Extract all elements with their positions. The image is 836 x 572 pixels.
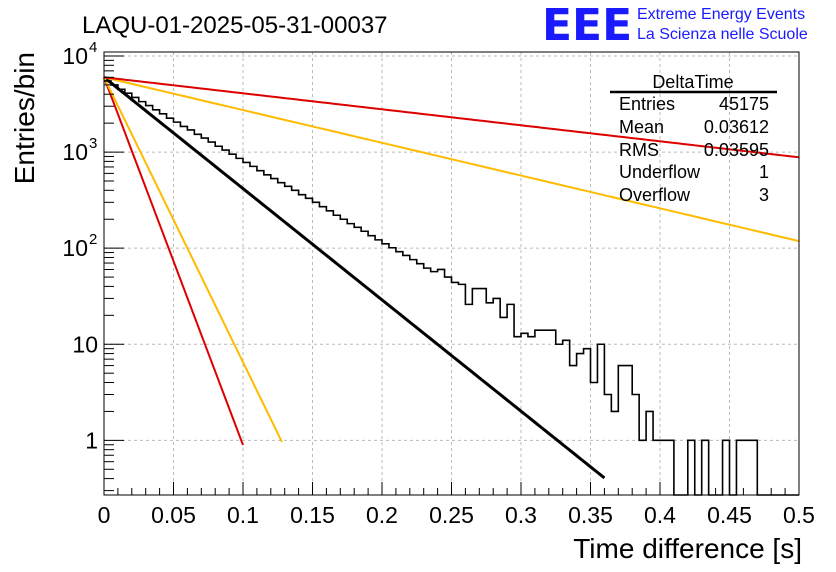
stats-value: 3 [759,185,769,205]
stats-value: 1 [759,162,769,182]
x-tick-label: 0.15 [290,502,335,528]
x-tick-label: 0.2 [366,502,398,528]
x-tick-label: 0 [98,502,111,528]
y-tick-label: 1 [85,427,98,453]
x-tick-label: 0.4 [644,502,676,528]
y-tick-exponent: 2 [89,231,97,248]
brand-line-1: Extreme Energy Events [637,6,805,23]
stats-label: Mean [619,117,664,137]
y-tick-label: 10 [72,331,98,357]
grid [104,52,799,495]
brand-logo: EEE [542,0,632,51]
curve-fit [103,76,606,480]
chart-title: LAQU-01-2025-05-31-00037 [82,12,388,39]
y-tick-label: 10 [62,43,88,69]
curve-fast-orange [103,76,283,443]
y-tick-label: 10 [62,139,88,165]
x-tick-label: 0.1 [227,502,259,528]
stats-title: DeltaTime [652,72,733,92]
stats-label: Entries [619,94,675,114]
x-tick-label: 0.3 [505,502,537,528]
curve-fast-red [103,76,244,446]
histogram [104,80,799,496]
brand-line-2: La Scienza nelle Scuole [637,26,808,43]
brand-block: EEE Extreme Energy Events La Scienza nel… [542,0,808,51]
x-tick-label: 0.05 [151,502,196,528]
curve-slow-red [103,76,800,159]
stats-value: 45175 [719,94,769,114]
x-tick-label: 0.5 [783,502,815,528]
curve-slow-orange [103,76,800,243]
stats-value: 0.03612 [704,117,769,137]
stats-value: 0.03595 [704,140,769,160]
x-axis: 0 0.05 0.1 0.15 0.2 0.25 0.3 0.35 0.4 0.45 0.5 [98,482,815,528]
x-tick-label: 0.35 [568,502,613,528]
y-tick-exponent: 4 [89,39,97,56]
x-tick-label: 0.45 [707,502,752,528]
y-axis-label: Entries/bin [9,52,40,184]
histogram-bins [104,80,799,496]
y-tick-exponent: 3 [89,135,97,152]
stats-box: DeltaTime Entries 45175 Mean 0.03612 RMS… [610,72,777,205]
x-tick-label: 0.25 [429,502,474,528]
stats-label: RMS [619,140,659,160]
y-tick-label: 10 [62,235,88,261]
x-axis-label: Time difference [s] [573,533,802,564]
stats-label: Underflow [619,162,701,182]
stats-label: Overflow [619,185,691,205]
curves [103,76,800,480]
